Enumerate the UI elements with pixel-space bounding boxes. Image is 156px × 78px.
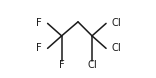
- Text: F: F: [36, 18, 42, 28]
- Text: Cl: Cl: [112, 43, 121, 53]
- Text: F: F: [59, 60, 64, 70]
- Text: F: F: [36, 43, 42, 53]
- Text: Cl: Cl: [87, 60, 97, 70]
- Text: Cl: Cl: [112, 18, 121, 28]
